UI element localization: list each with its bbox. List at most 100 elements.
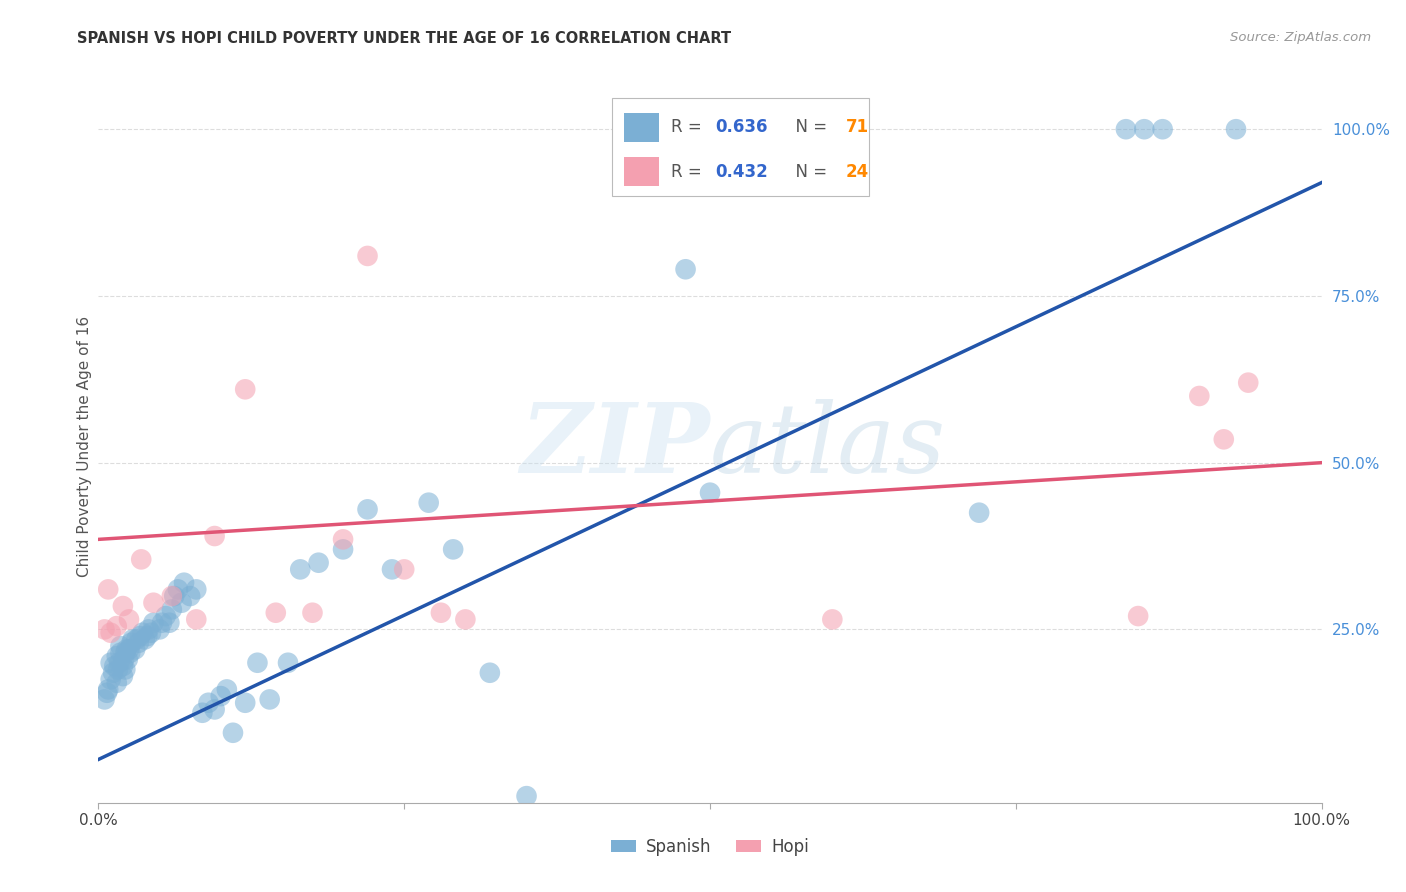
Point — [381, 562, 404, 576]
FancyBboxPatch shape — [624, 157, 658, 186]
Point — [124, 642, 146, 657]
Point — [108, 656, 131, 670]
Point — [170, 596, 193, 610]
Point — [121, 632, 143, 647]
Point — [101, 665, 124, 680]
Point — [699, 485, 721, 500]
Point — [97, 682, 120, 697]
Point — [100, 656, 122, 670]
Point — [112, 652, 135, 666]
Text: 24: 24 — [846, 162, 869, 180]
Point — [290, 562, 312, 576]
Point — [93, 623, 115, 637]
Point — [301, 606, 323, 620]
Point — [356, 502, 378, 516]
Point — [160, 602, 183, 616]
Point — [118, 642, 141, 657]
Point — [264, 606, 287, 620]
FancyBboxPatch shape — [624, 113, 658, 142]
Legend: Spanish, Hopi: Spanish, Hopi — [605, 831, 815, 863]
Point — [179, 589, 201, 603]
Point — [430, 606, 453, 620]
Text: SPANISH VS HOPI CHILD POVERTY UNDER THE AGE OF 16 CORRELATION CHART: SPANISH VS HOPI CHILD POVERTY UNDER THE … — [77, 31, 731, 46]
Point — [233, 696, 256, 710]
Point — [515, 789, 537, 804]
Point — [186, 612, 208, 626]
Text: ZIP: ZIP — [520, 399, 710, 493]
Point — [129, 552, 152, 566]
Point — [392, 562, 416, 576]
Point — [96, 686, 118, 700]
Point — [259, 692, 281, 706]
Y-axis label: Child Poverty Under the Age of 16: Child Poverty Under the Age of 16 — [77, 316, 91, 576]
Point — [139, 625, 162, 640]
Point — [125, 632, 148, 647]
Point — [100, 625, 122, 640]
Point — [197, 696, 219, 710]
Point — [120, 646, 142, 660]
Point — [157, 615, 180, 630]
Point — [105, 649, 128, 664]
Point — [129, 629, 152, 643]
FancyBboxPatch shape — [612, 98, 869, 196]
Point — [93, 692, 115, 706]
Point — [118, 612, 141, 626]
Text: 71: 71 — [846, 119, 869, 136]
Point — [163, 589, 186, 603]
Point — [134, 632, 156, 647]
Point — [1128, 609, 1150, 624]
Point — [117, 652, 139, 666]
Point — [111, 669, 134, 683]
Point — [821, 612, 844, 626]
Point — [115, 642, 138, 657]
Point — [142, 615, 165, 630]
Point — [131, 625, 153, 640]
Point — [110, 639, 132, 653]
Point — [332, 533, 354, 547]
Point — [1188, 389, 1211, 403]
Point — [478, 665, 501, 680]
Point — [120, 636, 142, 650]
Text: N =: N = — [785, 119, 832, 136]
Point — [1115, 122, 1137, 136]
Point — [128, 636, 150, 650]
Point — [1212, 433, 1234, 447]
Point — [277, 656, 299, 670]
Point — [186, 582, 208, 597]
Point — [215, 682, 238, 697]
Point — [149, 623, 172, 637]
Point — [1133, 122, 1156, 136]
Point — [191, 706, 214, 720]
Point — [173, 575, 195, 590]
Point — [204, 529, 226, 543]
Point — [1152, 122, 1174, 136]
Point — [1237, 376, 1260, 390]
Point — [155, 609, 177, 624]
Text: 0.636: 0.636 — [714, 119, 768, 136]
Point — [114, 662, 136, 676]
Text: 0.432: 0.432 — [714, 162, 768, 180]
Point — [209, 689, 232, 703]
Point — [246, 656, 269, 670]
Point — [100, 673, 122, 687]
Point — [110, 646, 132, 660]
Point — [418, 496, 440, 510]
Point — [142, 596, 165, 610]
Text: Source: ZipAtlas.com: Source: ZipAtlas.com — [1230, 31, 1371, 45]
Text: atlas: atlas — [710, 399, 946, 493]
Point — [138, 623, 160, 637]
Point — [150, 615, 173, 630]
Point — [441, 542, 464, 557]
Point — [105, 619, 128, 633]
Point — [105, 675, 128, 690]
Point — [675, 262, 697, 277]
Point — [204, 702, 226, 716]
Point — [454, 612, 477, 626]
Point — [222, 725, 245, 739]
Point — [111, 599, 134, 613]
Point — [308, 556, 330, 570]
Text: N =: N = — [785, 162, 832, 180]
Point — [167, 582, 190, 597]
Point — [107, 662, 129, 676]
Text: R =: R = — [671, 162, 707, 180]
